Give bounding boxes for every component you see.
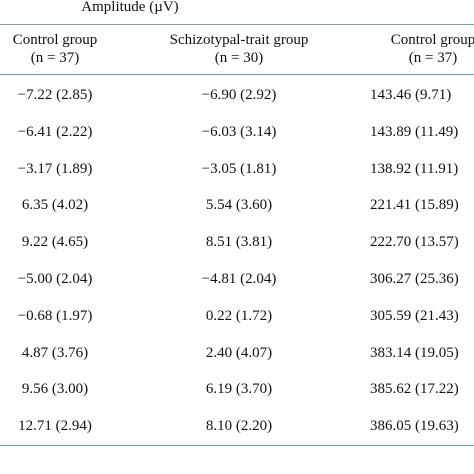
table-row: 4.87 (3.76) 2.40 (4.07) 383.14 (19.05): [0, 335, 474, 371]
table-cell: 143.89 (11.49): [370, 123, 459, 140]
table-cell: 6.35 (4.02): [21, 197, 89, 214]
column-header-schizotypal-group: Schizotypal-trait group (n = 30): [150, 31, 328, 67]
column-header-control-group-2: Control group (n = 37): [358, 31, 474, 67]
column-header-label: Schizotypal-trait group: [169, 32, 309, 48]
amplitude-group-header: Amplitude (µV): [81, 0, 179, 15]
table-row: 6.35 (4.02) 5.54 (3.60) 221.41 (15.89): [0, 187, 474, 223]
column-header-control-group: Control group (n = 37): [0, 31, 110, 67]
table-cell: −0.68 (1.97): [17, 307, 93, 324]
table-cell: −5.00 (2.04): [17, 271, 93, 287]
top-rule: [0, 24, 474, 25]
table-cell: 9.22 (4.65): [21, 234, 89, 251]
header-rule: [0, 74, 474, 75]
table-cell: 9.56 (3.00): [21, 381, 89, 398]
table-cell: 8.10 (2.20): [205, 418, 273, 435]
table-cell: 0.22 (1.72): [205, 307, 273, 324]
table-cell: −6.90 (2.92): [201, 87, 277, 103]
table-cell: 4.87 (3.76): [21, 344, 89, 361]
table-row: 12.71 (2.94) 8.10 (2.20) 386.05 (19.63): [0, 408, 474, 444]
table-cell: 222.70 (13.57): [370, 234, 459, 251]
table-cell: 5.54 (3.60): [205, 197, 273, 214]
column-header-n: (n = 37): [408, 50, 458, 66]
table-cell: −6.41 (2.22): [17, 123, 93, 140]
table-cell: 221.41 (15.89): [370, 197, 459, 214]
table-row: −3.17 (1.89) −3.05 (1.81) 138.92 (11.91): [0, 151, 474, 187]
table-cell: 138.92 (11.91): [370, 160, 459, 177]
table-row: −6.41 (2.22) −6.03 (3.14) 143.89 (11.49): [0, 114, 474, 150]
table-cell: 305.59 (21.43): [370, 307, 459, 324]
table-row: −0.68 (1.97) 0.22 (1.72) 305.59 (21.43): [0, 298, 474, 334]
table-cell: 6.19 (3.70): [205, 381, 273, 398]
table-cell: 143.46 (9.71): [370, 87, 452, 103]
table-cell: −3.05 (1.81): [201, 160, 277, 177]
bottom-rule: [0, 445, 474, 446]
table-row: 9.56 (3.00) 6.19 (3.70) 385.62 (17.22): [0, 371, 474, 407]
table-row: −5.00 (2.04) −4.81 (2.04) 306.27 (25.36): [0, 261, 474, 297]
table-cell: −6.03 (3.14): [201, 123, 277, 140]
column-header-n: (n = 30): [214, 50, 264, 66]
table-row: 9.22 (4.65) 8.51 (3.81) 222.70 (13.57): [0, 224, 474, 260]
table-cell: 306.27 (25.36): [370, 271, 459, 287]
table-cell: −4.81 (2.04): [201, 271, 277, 287]
table-cell: 2.40 (4.07): [205, 344, 273, 361]
table-cell: 386.05 (19.63): [370, 418, 459, 435]
table-cell: 383.14 (19.05): [370, 344, 459, 361]
table-cell: 12.71 (2.94): [18, 418, 92, 435]
table-cell: 385.62 (17.22): [370, 381, 459, 398]
column-header-label: Control group: [390, 32, 474, 48]
column-header-label: Control group: [12, 32, 98, 48]
table-cell: −3.17 (1.89): [17, 160, 93, 177]
table-row: −7.22 (2.85) −6.90 (2.92) 143.46 (9.71): [0, 77, 474, 113]
table-cell: 8.51 (3.81): [205, 234, 273, 251]
column-header-n: (n = 37): [30, 50, 80, 66]
table-cell: −7.22 (2.85): [17, 87, 93, 103]
